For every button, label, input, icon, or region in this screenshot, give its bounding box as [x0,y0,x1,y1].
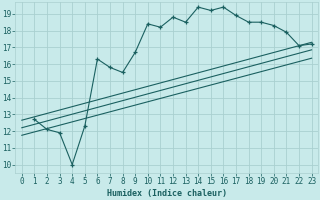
X-axis label: Humidex (Indice chaleur): Humidex (Indice chaleur) [107,189,227,198]
